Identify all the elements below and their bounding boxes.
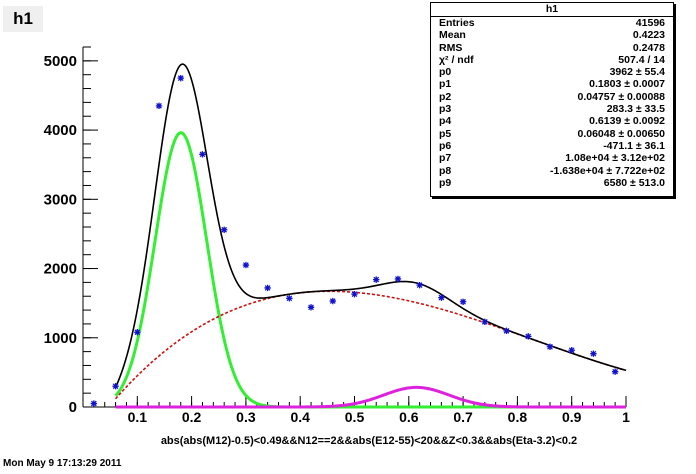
stats-row: p0 3962 ± 55.4: [431, 66, 673, 78]
data-point: [546, 343, 554, 350]
total-fit-curve: [114, 63, 627, 388]
x-tick-label: 1: [622, 409, 630, 425]
data-point: [220, 226, 228, 233]
stats-label: p5: [439, 127, 452, 140]
y-tick-label: 1000: [44, 330, 77, 347]
stats-value: 0.6139 ± 0.0092: [589, 115, 665, 128]
stats-row: Entries 41596: [431, 17, 673, 29]
data-point: [199, 151, 206, 158]
y-tick-label: 4000: [44, 122, 77, 139]
data-point: [568, 347, 575, 354]
stats-row: p3 283.3 ± 33.5: [431, 103, 673, 115]
data-point: [242, 261, 250, 269]
stats-row: p7 1.08e+04 ± 3.12e+02: [431, 152, 673, 164]
x-tick-label: 0.4: [290, 409, 310, 425]
stats-value: -471.1 ± 36.1: [603, 139, 665, 152]
stats-label: p2: [439, 90, 452, 103]
stats-label: p4: [439, 115, 452, 128]
stats-value: 6580 ± 513.0: [603, 176, 665, 189]
stats-label: p7: [439, 152, 452, 165]
stats-row: p1 0.1803 ± 0.0007: [431, 78, 673, 90]
stats-label: p6: [439, 139, 452, 152]
stats-value: 0.4223: [632, 29, 665, 42]
data-point: [590, 350, 597, 357]
y-tick-label: 2000: [44, 261, 77, 278]
stats-rows: Entries 41596 Mean 0.4223 RMS 0.2478 χ² / ndf 5…: [431, 17, 673, 189]
x-axis-label: abs(abs(M12)-0.5)<0.49&&N12==2&&abs(E12-…: [161, 435, 577, 447]
x-tick-label: 0.9: [562, 409, 582, 425]
stats-box: h1 Entries 41596 Mean 0.4223 RMS 0.2478 χ² / n…: [430, 2, 674, 197]
data-point: [416, 281, 423, 289]
stats-label: p3: [439, 103, 452, 116]
data-point: [177, 74, 184, 82]
stats-title: h1: [431, 3, 673, 17]
stats-value: 1.08e+04 ± 3.12e+02: [565, 152, 665, 165]
data-point: [307, 304, 315, 311]
data-point: [155, 102, 163, 110]
data-point: [481, 318, 489, 326]
timestamp: Mon May 9 17:13:29 2011: [3, 458, 122, 469]
stats-row: p4 0.6139 ± 0.0092: [431, 115, 673, 127]
y-tick-label: 5000: [44, 53, 77, 70]
stats-row: RMS 0.2478: [431, 42, 673, 54]
data-points: [90, 74, 619, 407]
stats-row: p2 0.04757 ± 0.00088: [431, 91, 673, 103]
data-point: [459, 298, 467, 305]
data-point: [264, 284, 271, 292]
data-point: [373, 276, 380, 283]
stats-row: Mean 0.4223: [431, 29, 673, 41]
data-point: [351, 290, 358, 298]
stats-value: 507.4 / 14: [618, 53, 665, 66]
gauss2-fit-curve: [115, 385, 626, 409]
data-point: [134, 329, 141, 336]
stats-label: Mean: [439, 29, 466, 42]
x-tick-label: 0.5: [345, 409, 365, 425]
x-tick-label: 0.7: [453, 409, 473, 425]
stats-value: 41596: [635, 17, 665, 29]
data-point: [329, 297, 336, 305]
chart-axes: 0.1 0.2 0.3 0.4 0.5 0.6 0.7 0.8 0.9 1 0 1000 2000 300…: [44, 46, 630, 425]
stats-label: RMS: [439, 41, 463, 54]
stats-label: p1: [439, 78, 452, 91]
stats-value: 0.04757 ± 0.00088: [577, 90, 665, 103]
stats-value: 0.1803 ± 0.0007: [589, 78, 665, 91]
fit-curves: [114, 63, 627, 409]
stats-row: p6 -471.1 ± 36.1: [431, 140, 673, 152]
stats-value: 283.3 ± 33.5: [606, 103, 665, 116]
histogram-title: h1: [3, 6, 43, 32]
stats-row: p9 6580 ± 513.0: [431, 177, 673, 189]
stats-value: 0.06048 ± 0.00650: [577, 127, 665, 140]
x-tick-label: 0.1: [128, 409, 148, 425]
stats-label: Entries: [439, 17, 475, 29]
data-point: [286, 295, 293, 302]
data-point: [90, 400, 98, 407]
y-tick-label: 0: [69, 399, 77, 416]
data-point: [503, 327, 510, 335]
data-point: [611, 368, 619, 375]
stats-label: p0: [439, 66, 452, 79]
y-tick-label: 3000: [44, 191, 77, 208]
stats-value: -1.638e+04 ± 7.722e+02: [550, 164, 665, 177]
stats-label: χ² / ndf: [439, 53, 474, 66]
x-tick-label: 0.2: [182, 409, 202, 425]
stats-value: 3962 ± 55.4: [609, 66, 665, 79]
stats-label: p8: [439, 164, 452, 177]
stats-row: p8 -1.638e+04 ± 7.722e+02: [431, 165, 673, 177]
data-point: [112, 383, 119, 390]
x-tick-label: 0.6: [399, 409, 419, 425]
data-point: [438, 294, 445, 301]
stats-label: p9: [439, 176, 452, 189]
stats-value: 0.2478: [632, 41, 665, 54]
data-point: [525, 333, 532, 340]
x-tick-label: 0.8: [508, 409, 528, 425]
stats-row: χ² / ndf 507.4 / 14: [431, 54, 673, 66]
data-point: [394, 275, 402, 283]
x-tick-label: 0.3: [236, 409, 256, 425]
stats-row: p5 0.06048 ± 0.00650: [431, 128, 673, 140]
